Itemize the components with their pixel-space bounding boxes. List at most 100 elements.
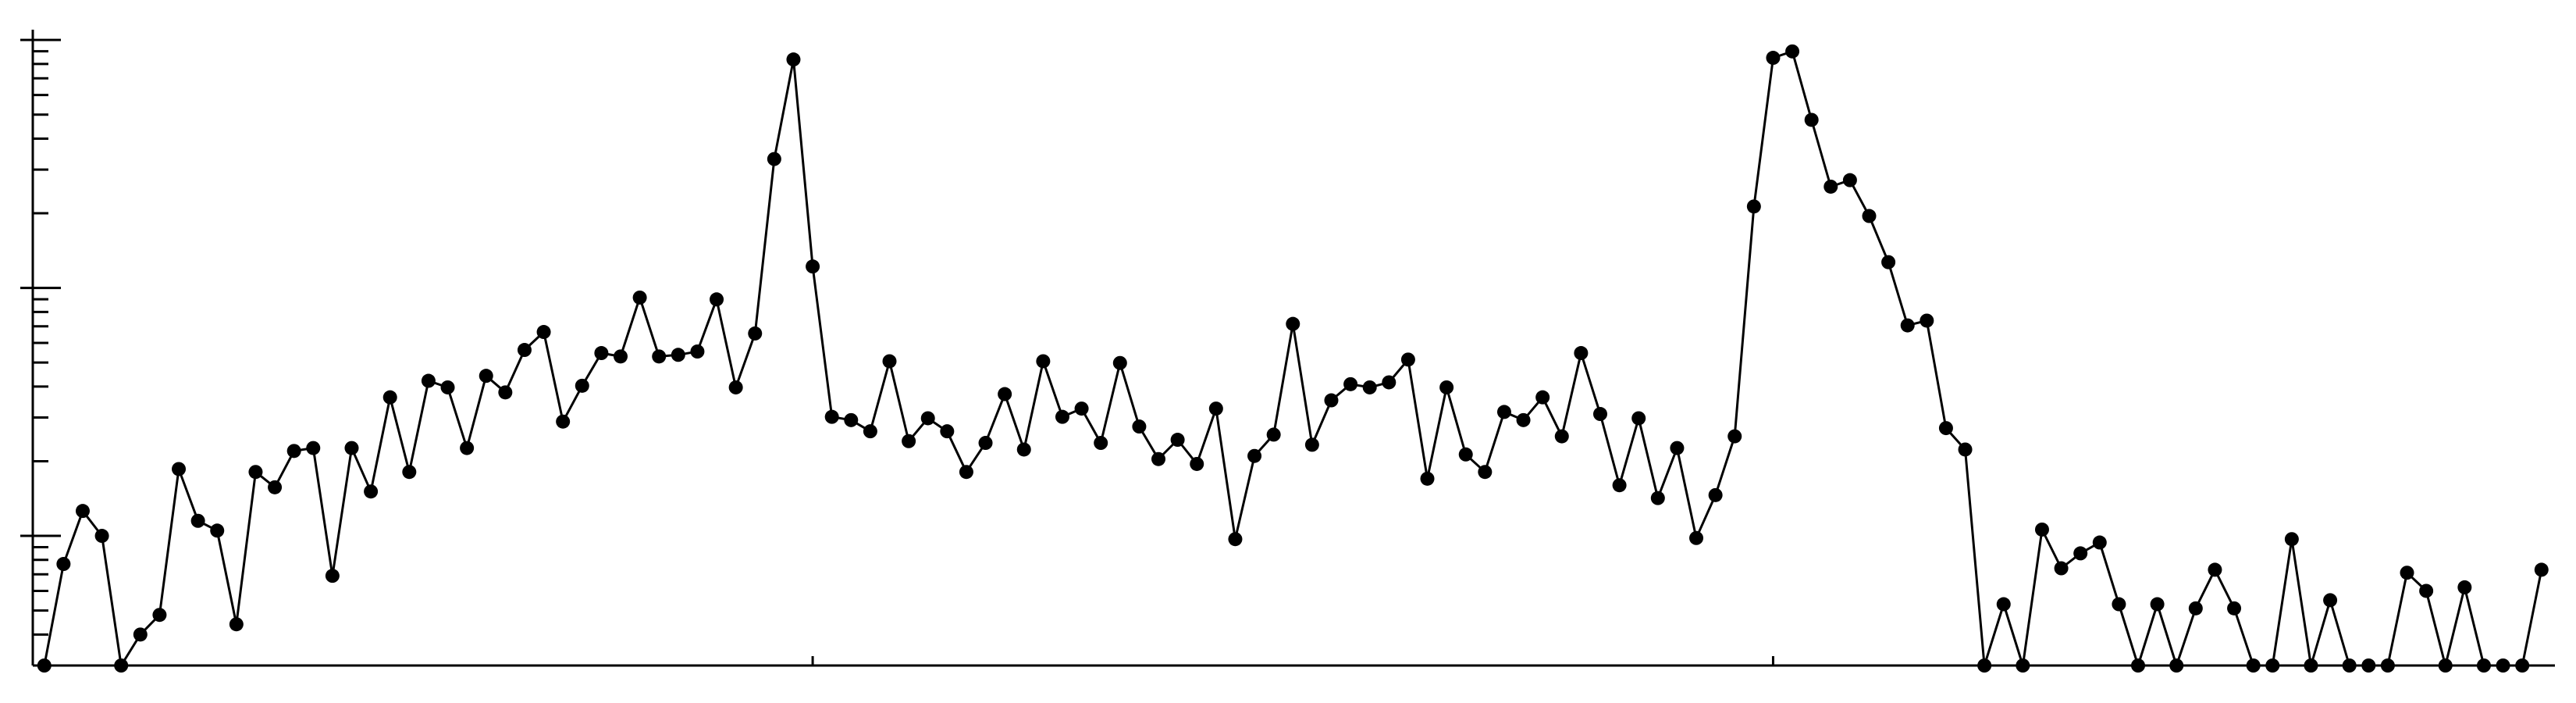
data-point: [2169, 658, 2184, 673]
data-point: [728, 380, 743, 394]
data-point: [1900, 318, 1915, 333]
data-point: [2496, 658, 2510, 673]
data-point: [690, 344, 705, 359]
data-point: [2112, 597, 2126, 612]
data-line: [43, 50, 2543, 667]
data-point: [824, 409, 839, 424]
data-point: [114, 658, 129, 673]
data-point: [2016, 658, 2030, 673]
data-point: [268, 480, 283, 494]
data-point: [2246, 658, 2261, 673]
data-point: [306, 441, 321, 455]
data-point: [1958, 442, 1973, 457]
data-point: [1804, 112, 1819, 127]
data-point: [882, 354, 897, 369]
data-point: [1727, 429, 1742, 444]
data-point: [1228, 532, 1243, 547]
data-point: [2304, 658, 2318, 673]
data-point: [1016, 442, 1031, 457]
data-point: [1516, 412, 1531, 427]
data-point: [940, 424, 955, 439]
data-point: [2380, 658, 2395, 673]
data-point: [325, 569, 340, 583]
data-point: [1382, 375, 1397, 390]
data-point: [594, 346, 609, 361]
data-point: [786, 52, 801, 67]
data-point: [2208, 562, 2222, 577]
data-point: [1458, 447, 1473, 462]
data-point: [1151, 451, 1166, 466]
data-point: [959, 465, 973, 480]
data-point: [806, 259, 820, 274]
data-point: [2054, 561, 2069, 576]
data-point: [1496, 405, 1511, 419]
data-point: [1996, 597, 2011, 612]
data-point: [2457, 580, 2472, 594]
data-point: [286, 444, 301, 459]
data-point: [1286, 316, 1300, 331]
data-point: [1650, 491, 1665, 505]
data-point: [1612, 478, 1627, 493]
data-point: [1247, 448, 1262, 463]
data-point: [1592, 407, 1607, 422]
data-point: [1766, 51, 1781, 66]
data-point: [1535, 390, 1550, 405]
data-point: [210, 523, 225, 538]
data-point: [133, 627, 148, 642]
data-point: [1977, 658, 1992, 673]
data-point: [364, 484, 379, 499]
data-point: [2131, 658, 2146, 673]
data-point: [1920, 313, 1934, 328]
data-point: [479, 369, 493, 384]
data-point: [1631, 411, 1646, 426]
data-point: [1324, 393, 1339, 408]
data-point: [1036, 354, 1051, 369]
data-point: [402, 465, 417, 480]
data-point: [2438, 658, 2453, 673]
data-point: [517, 343, 532, 358]
data-point: [1074, 401, 1089, 416]
data-point: [1170, 433, 1185, 448]
data-point: [94, 529, 109, 544]
data-point: [1708, 487, 1723, 502]
data-point: [190, 513, 205, 528]
data-point: [1823, 179, 1838, 194]
data-point: [1266, 427, 1281, 442]
data-point: [37, 658, 52, 673]
data-point: [1420, 471, 1435, 486]
data-point: [2284, 532, 2299, 547]
data-point: [1785, 44, 1800, 59]
data-point: [1400, 352, 1415, 367]
data-point: [998, 387, 1012, 401]
data-point: [460, 441, 475, 455]
data-point: [2361, 658, 2376, 673]
data-point: [1343, 376, 1358, 391]
data-point: [1112, 355, 1127, 370]
data-point: [75, 504, 90, 519]
data-point: [671, 348, 685, 362]
data-point: [1190, 456, 1204, 471]
data-point: [498, 385, 513, 400]
data-point: [2515, 658, 2530, 673]
data-point: [1938, 421, 1953, 436]
data-point: [2188, 601, 2203, 616]
data-point: [2150, 597, 2165, 612]
data-point: [229, 617, 244, 632]
data-point: [1670, 441, 1685, 455]
data-point: [1439, 380, 1454, 394]
data-point: [920, 411, 935, 426]
data-point: [710, 292, 724, 307]
data-point: [613, 349, 628, 364]
data-point: [152, 608, 167, 623]
data-point: [1132, 419, 1147, 434]
data-point: [863, 424, 877, 439]
data-point: [1554, 429, 1569, 444]
data-point: [1304, 437, 1319, 452]
data-point: [1862, 209, 1877, 223]
data-point: [902, 434, 916, 448]
data-point: [632, 290, 647, 305]
data-point: [440, 380, 455, 394]
data-point: [2265, 658, 2280, 673]
